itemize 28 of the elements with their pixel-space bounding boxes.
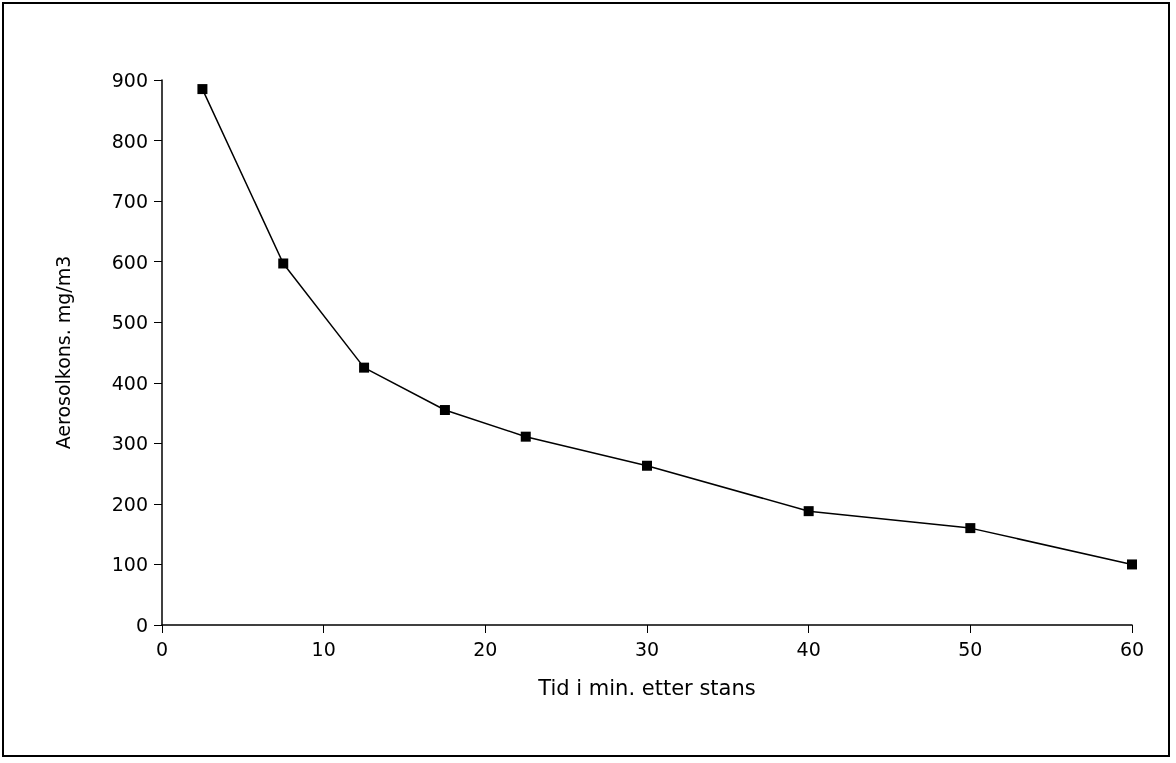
point xyxy=(278,258,289,269)
y-tick-label: 800 xyxy=(111,129,148,152)
x-tick-label: 10 xyxy=(311,637,336,660)
x-tick-label: 0 xyxy=(155,637,169,660)
x-tick-label: 60 xyxy=(1119,637,1145,660)
x-axis-title: Tid i min. etter stans xyxy=(537,675,756,700)
x-tick-label: 20 xyxy=(473,637,498,660)
y-axis-title: Aerosolkons. mg/m3 xyxy=(51,255,74,450)
y-tick-label: 100 xyxy=(111,553,148,576)
y-tick-label: 600 xyxy=(111,250,148,273)
point xyxy=(642,460,652,471)
y-tick-label: 900 xyxy=(111,69,148,91)
point xyxy=(965,523,976,534)
point xyxy=(197,84,208,95)
point xyxy=(439,405,450,416)
y-tick-label: 200 xyxy=(111,492,148,515)
x-tick-label: 30 xyxy=(634,637,660,660)
y-tick-label: 700 xyxy=(111,190,148,213)
point xyxy=(803,506,814,517)
x-tick-label: 50 xyxy=(958,637,983,660)
y-tick-label: 300 xyxy=(111,432,148,455)
point xyxy=(520,431,531,442)
point xyxy=(1127,559,1137,570)
y-tick-label: 500 xyxy=(111,311,148,334)
point xyxy=(359,362,370,373)
y-tick-label: 0 xyxy=(135,614,148,636)
x-tick-label: 40 xyxy=(796,637,821,660)
y-tick-label: 400 xyxy=(111,371,148,394)
